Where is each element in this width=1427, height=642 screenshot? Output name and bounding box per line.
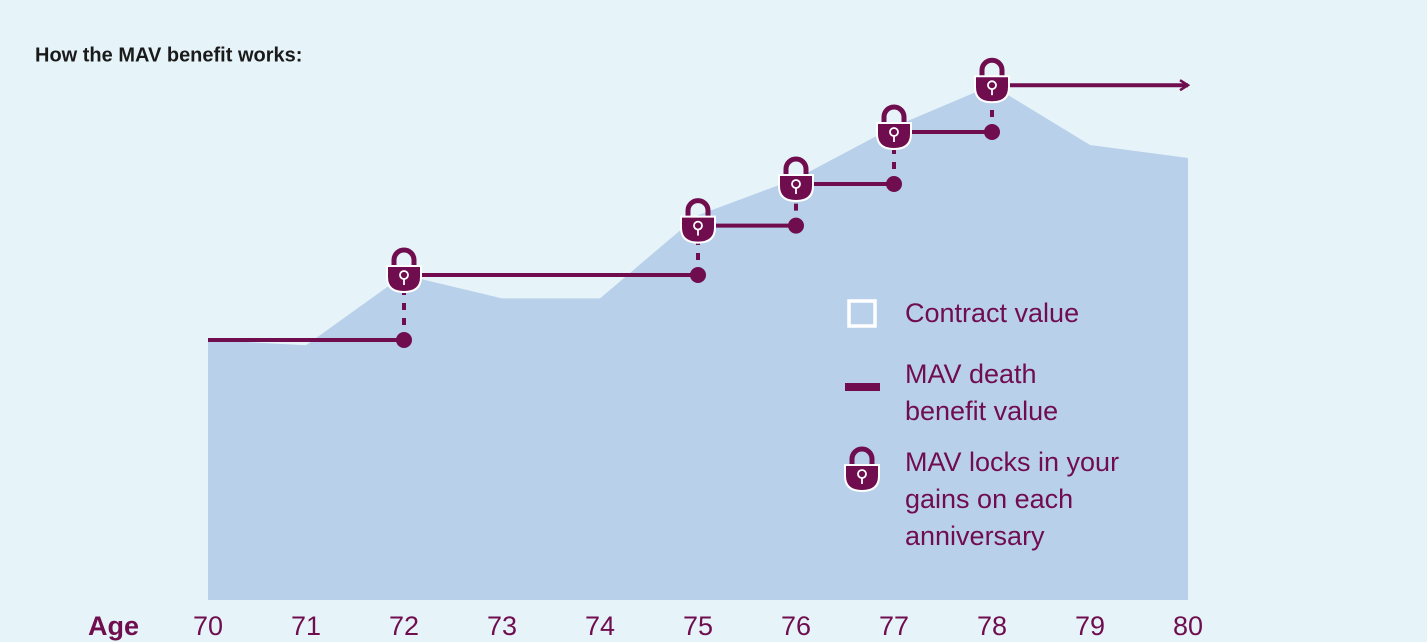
x-tick-label: 73 bbox=[487, 611, 517, 641]
mav-dot bbox=[396, 332, 412, 348]
lock-icon bbox=[386, 247, 422, 294]
lock-shackle bbox=[849, 446, 875, 470]
lock-shackle bbox=[881, 104, 907, 128]
mav-dot bbox=[984, 124, 1000, 140]
mav-dot bbox=[886, 176, 902, 192]
mav-dot bbox=[690, 267, 706, 283]
x-tick-label: 71 bbox=[291, 611, 321, 641]
lock-shackle bbox=[783, 156, 809, 180]
x-tick-label: 75 bbox=[683, 611, 713, 641]
x-tick-label: 72 bbox=[389, 611, 419, 641]
x-tick-label: 78 bbox=[977, 611, 1007, 641]
x-axis-label: Age bbox=[88, 611, 139, 641]
contract-value-area bbox=[208, 85, 1188, 600]
lock-shackle bbox=[391, 247, 417, 271]
x-tick-label: 80 bbox=[1173, 611, 1203, 641]
lock-shackle bbox=[979, 57, 1005, 82]
x-tick-label: 79 bbox=[1075, 611, 1105, 641]
legend-swatch bbox=[847, 299, 877, 328]
legend-label: MAV locks in your gains on each annivers… bbox=[905, 447, 1120, 551]
lock-icon bbox=[876, 104, 912, 151]
x-tick-label: 77 bbox=[879, 611, 909, 641]
x-tick-label: 74 bbox=[585, 611, 615, 641]
lock-icon bbox=[778, 156, 814, 203]
x-tick-label: 70 bbox=[193, 611, 223, 641]
legend-swatch bbox=[845, 383, 880, 391]
x-tick-label: 76 bbox=[781, 611, 811, 641]
legend-label: MAV death benefit value bbox=[905, 359, 1059, 426]
mav-dot bbox=[788, 217, 804, 234]
chart-title: How the MAV benefit works: bbox=[35, 44, 302, 66]
lock-shackle bbox=[685, 198, 711, 222]
legend-label: Contract value bbox=[905, 298, 1080, 328]
lock-icon bbox=[680, 198, 716, 244]
lock-icon bbox=[974, 57, 1010, 104]
lock-icon bbox=[844, 446, 880, 493]
